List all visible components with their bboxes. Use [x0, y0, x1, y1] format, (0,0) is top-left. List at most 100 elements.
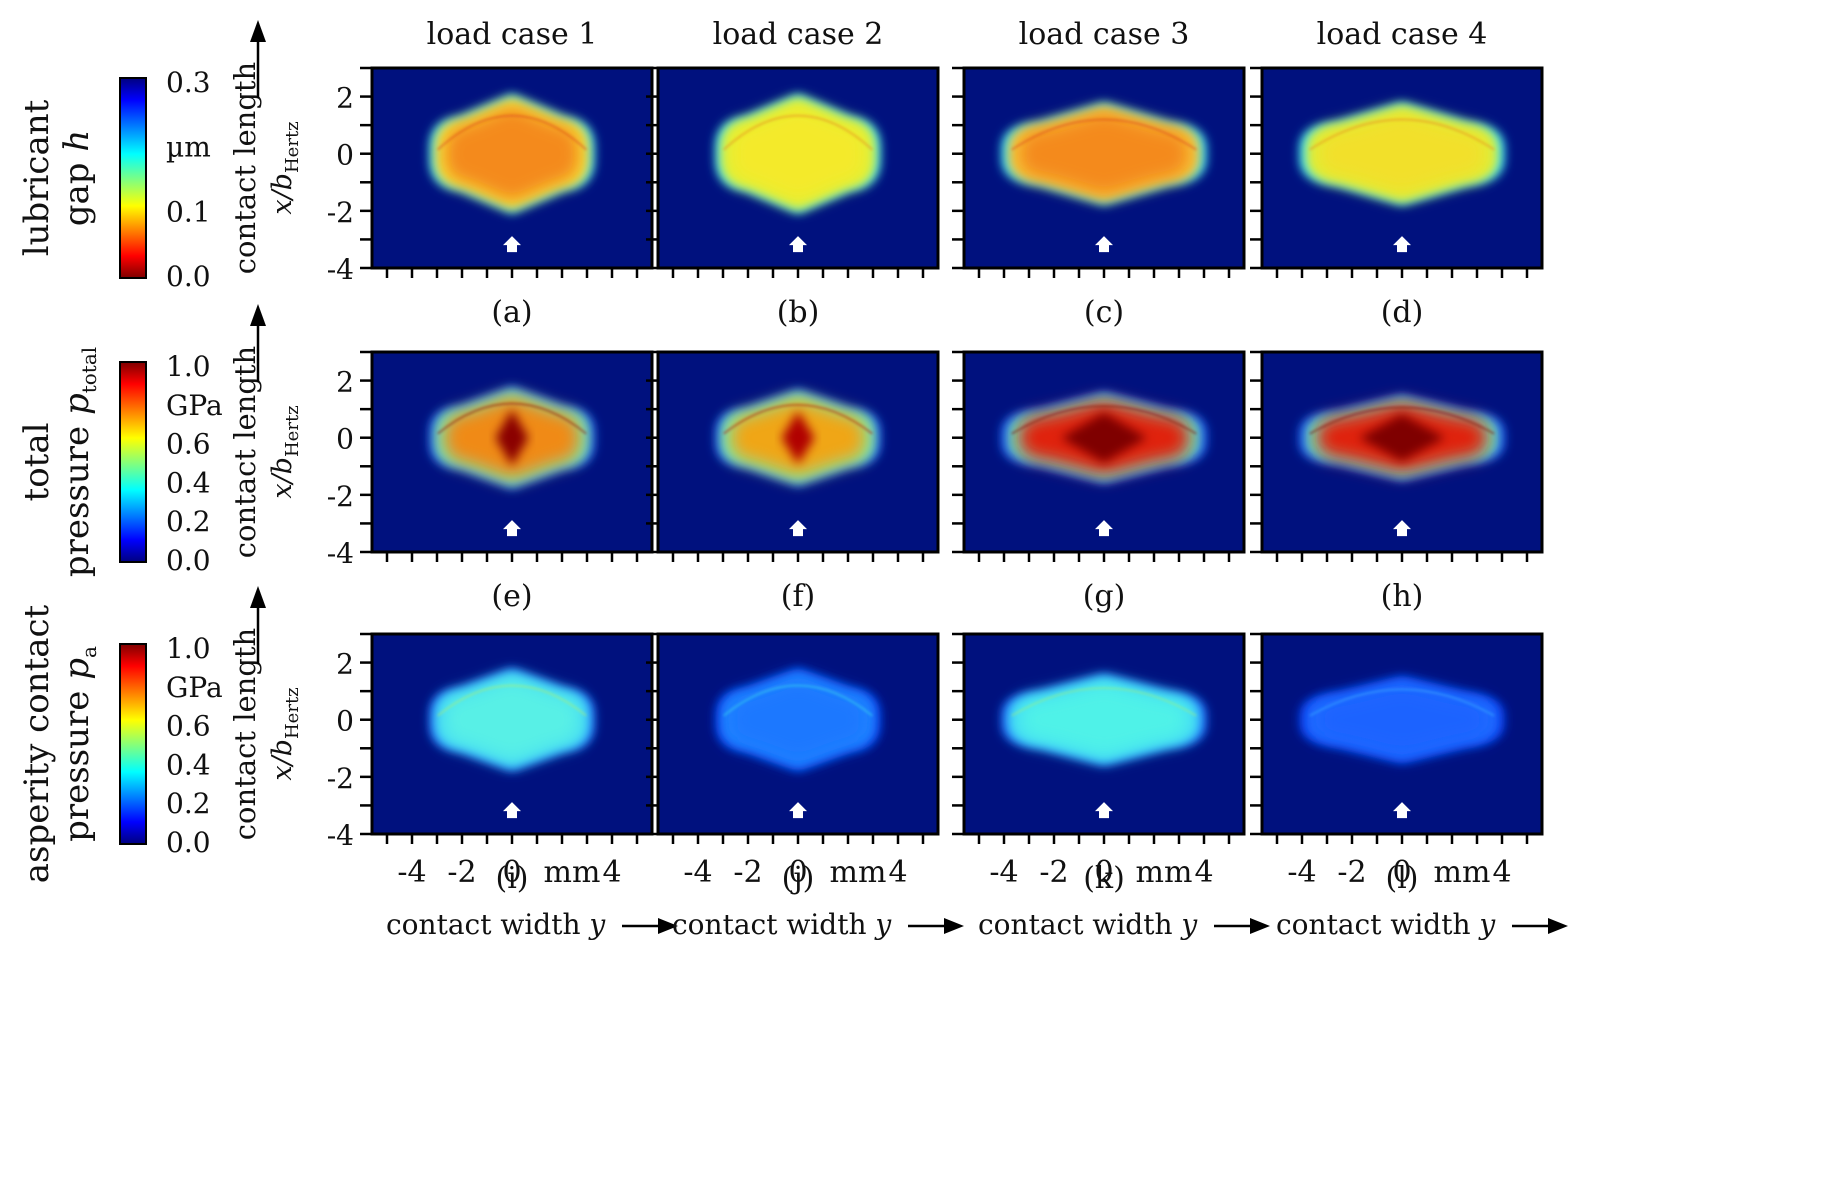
column-header: load case 3 — [1019, 17, 1190, 52]
panel-label: (e) — [491, 579, 532, 614]
flow-direction-icon — [1095, 802, 1113, 819]
inlet-ridge — [437, 114, 587, 151]
heatmap-panel — [646, 350, 940, 562]
heatmap-panel — [646, 632, 940, 844]
colorbar-tick-label: GPa — [166, 389, 223, 422]
panel-label: (b) — [777, 295, 820, 330]
column-header: load case 1 — [427, 17, 598, 52]
inlet-ridge — [723, 114, 873, 151]
row-title-line1: asperity contact — [17, 604, 57, 883]
inlet-ridge — [723, 684, 873, 717]
colorbar-tick-label: 0.4 — [166, 748, 211, 781]
x-axis-label: contact width y — [386, 908, 606, 941]
y-tick-label: -2 — [327, 762, 354, 795]
panel-label: (l) — [1385, 861, 1418, 896]
y-tick-label: 0 — [336, 423, 354, 456]
y-tick-label: -4 — [327, 253, 354, 286]
flow-direction-icon — [1095, 520, 1113, 537]
x-tick-label: -2 — [733, 855, 762, 890]
y-axis-title: contact length — [228, 62, 262, 274]
colorbar-tick-label: 0.3 — [166, 66, 211, 99]
x-unit-label: mm — [830, 855, 887, 890]
x-unit-label: mm — [1434, 855, 1491, 890]
x-tick-label: 4 — [1492, 855, 1511, 890]
row-title: asperity contact pressure pa — [17, 604, 101, 883]
panel-label: (k) — [1083, 861, 1125, 896]
row-title-line2: pressure ptotal — [57, 347, 101, 577]
arrow-up-icon — [250, 20, 266, 42]
y-tick-label: 0 — [336, 139, 354, 172]
flow-direction-icon — [1393, 236, 1411, 253]
heatmap-panel — [952, 66, 1246, 278]
column-header: load case 2 — [713, 17, 884, 52]
heatmap-panel — [1250, 632, 1544, 844]
flow-direction-icon — [1095, 236, 1113, 253]
arrow-right-icon — [1250, 918, 1270, 934]
x-unit-label: mm — [544, 855, 601, 890]
row-title-line1: total — [17, 423, 57, 502]
x-tick-label: 0 — [1392, 855, 1411, 890]
x-tick-label: -4 — [1287, 855, 1316, 890]
y-axis-title: contact length — [228, 628, 262, 840]
colorbar-tick-label: 0.0 — [166, 260, 211, 293]
flow-direction-icon — [503, 802, 521, 819]
flow-direction-icon — [789, 236, 807, 253]
y-tick-label: -4 — [327, 537, 354, 570]
panel-label: (i) — [495, 861, 528, 896]
row-title: lubricant gap h — [17, 99, 97, 256]
row-title-line2: gap h — [57, 130, 97, 227]
colorbar-tick-label: 0.2 — [166, 505, 211, 538]
flow-direction-icon — [1393, 520, 1411, 537]
inlet-ridge — [1309, 118, 1495, 151]
inlet-ridge — [1011, 118, 1197, 151]
colorbar — [119, 361, 147, 563]
x-tick-label: 4 — [602, 855, 621, 890]
y-tick-label: 0 — [336, 705, 354, 738]
x-tick-label: 0 — [1094, 855, 1113, 890]
column-header: load case 4 — [1317, 17, 1488, 52]
inlet-ridge — [1011, 405, 1197, 435]
y-tick-label: 2 — [336, 648, 354, 681]
heatmap-panel — [1250, 350, 1544, 562]
arrow-up-icon — [250, 304, 266, 326]
flow-direction-icon — [1393, 802, 1411, 819]
y-tick-label: 2 — [336, 82, 354, 115]
heatmap-panel — [360, 350, 654, 562]
panel-label: (d) — [1381, 295, 1424, 330]
colorbar-tick-label: 0.2 — [166, 787, 211, 820]
colorbar-tick-label: 0.6 — [166, 428, 211, 461]
inlet-ridge — [1011, 687, 1197, 717]
x-tick-label: 0 — [502, 855, 521, 890]
y-axis-label: contact length x/bHertz — [228, 346, 303, 558]
panel-label: (f) — [781, 579, 816, 614]
colorbar-tick-label: 0.4 — [166, 466, 211, 499]
flow-direction-icon — [503, 236, 521, 253]
panel-label: (g) — [1083, 579, 1126, 614]
y-axis-label: contact length x/bHertz — [228, 628, 303, 840]
x-tick-label: -2 — [1039, 855, 1068, 890]
heatmap-panel — [1250, 66, 1544, 278]
panel-label: (h) — [1381, 579, 1424, 614]
row-title-line2: pressure pa — [57, 646, 101, 842]
inlet-ridge — [1309, 688, 1495, 717]
y-tick-label: -2 — [327, 480, 354, 513]
y-axis-label: contact length x/bHertz — [228, 62, 303, 274]
x-tick-label: -4 — [989, 855, 1018, 890]
heatmap-panel — [360, 66, 654, 278]
x-unit-label: mm — [1136, 855, 1193, 890]
colorbar-tick-label: 0.0 — [166, 544, 211, 577]
colorbar-tick-label: µm — [166, 131, 211, 164]
colorbar-tick-label: 0.0 — [166, 826, 211, 859]
arrow-right-icon — [1548, 918, 1568, 934]
colorbar-tick-label: 1.0 — [166, 350, 211, 383]
x-axis-label: contact width y — [978, 908, 1198, 941]
x-tick-label: -4 — [397, 855, 426, 890]
colorbar-tick-label: 0.6 — [166, 710, 211, 743]
x-tick-label: -4 — [683, 855, 712, 890]
heatmap-panel — [360, 632, 654, 844]
panel-label: (c) — [1084, 295, 1124, 330]
y-tick-label: -2 — [327, 196, 354, 229]
arrow-right-icon — [944, 918, 964, 934]
flow-direction-icon — [789, 520, 807, 537]
colorbar — [119, 643, 147, 845]
